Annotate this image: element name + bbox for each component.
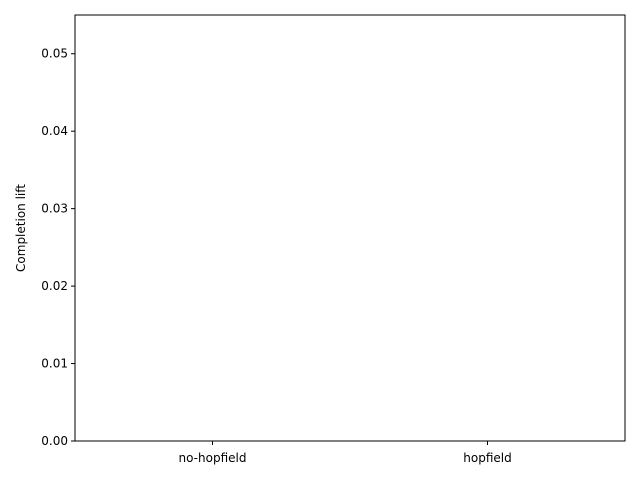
y-tick-label: 0.00 [41,434,68,448]
x-tick-label: hopfield [463,451,511,465]
y-tick-label: 0.03 [41,202,68,216]
y-axis: 0.00 0.01 0.02 0.03 0.04 0.05 [41,47,75,448]
y-tick-label: 0.02 [41,279,68,293]
y-axis-label: Completion lift [14,184,28,272]
x-axis: no-hopfield hopfield [179,441,512,465]
x-tick-label: no-hopfield [179,451,247,465]
y-tick-label: 0.05 [41,47,68,61]
y-tick-label: 0.04 [41,124,68,138]
plot-area [75,15,625,441]
plot-frame [74,14,626,442]
y-tick-label: 0.01 [41,357,68,371]
